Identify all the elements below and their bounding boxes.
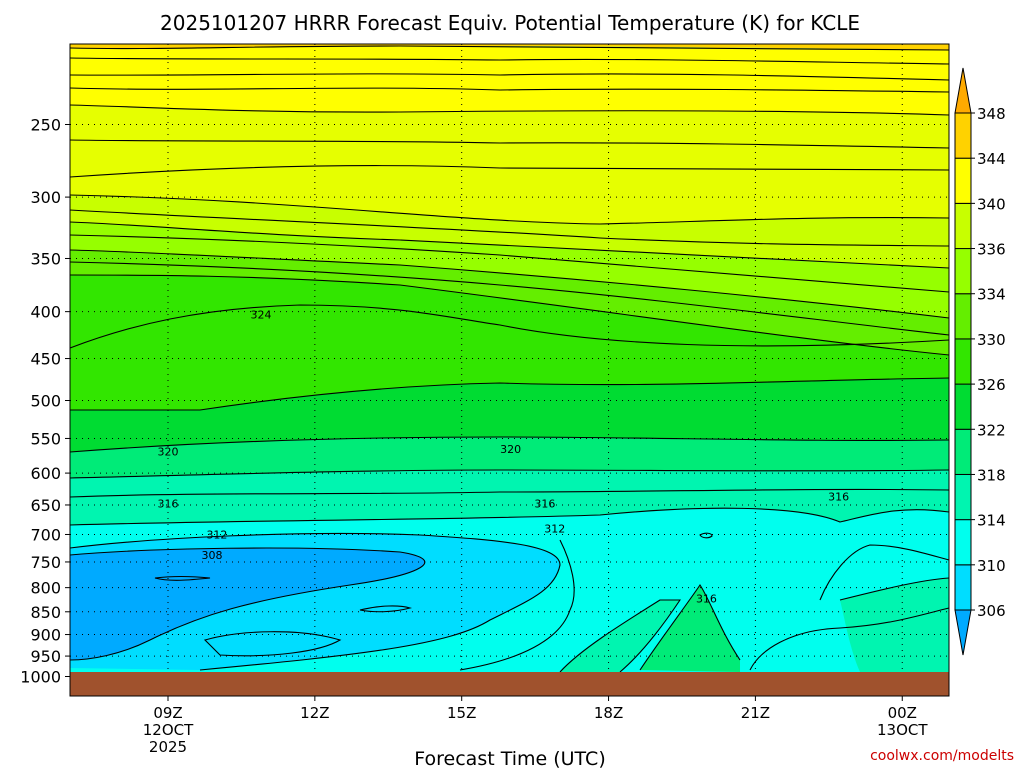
horizontal-gridlines [70, 124, 949, 677]
x-tick-label: 13OCT [877, 721, 928, 739]
chart-title: 2025101207 HRRR Forecast Equiv. Potentia… [160, 11, 860, 35]
contour-labels: 324 320 320 316 316 316 312 312 308 316 [158, 309, 850, 606]
colorbar-label: 314 [977, 512, 1006, 530]
colorbar-label: 306 [977, 602, 1006, 620]
x-tick-label: 2025 [149, 738, 187, 756]
colorbar-label: 340 [977, 195, 1006, 213]
band-316-320 [70, 470, 949, 525]
colorbar-label: 344 [977, 150, 1006, 168]
colorbar-swatch [954, 564, 972, 611]
x-tick-label: 15Z [447, 704, 476, 722]
band-near-surface-high-2 [560, 600, 680, 672]
band-334-336 [70, 195, 949, 268]
contour-label: 320 [158, 445, 179, 458]
contour-label: 316 [158, 498, 179, 511]
plot-area: 324 320 320 316 316 316 312 312 308 316 [69, 43, 950, 697]
colorbar: 306 310 314 318 322 326 330 334 336 340 344 348 [954, 67, 1006, 656]
band-336-340 [70, 105, 949, 224]
band-320-322 [70, 437, 949, 478]
y-tick-label: 950 [30, 647, 61, 666]
band-322-324 [70, 378, 949, 452]
y-tick-label: 1000 [20, 668, 61, 687]
y-tick-label: 500 [30, 392, 61, 411]
band-340-344 [70, 46, 949, 115]
y-tick-label: 450 [30, 350, 61, 369]
y-tick-label: 750 [30, 553, 61, 572]
colorbar-swatch [954, 157, 972, 204]
plot-frame [69, 43, 950, 697]
ground-strip [70, 672, 949, 696]
contour-label: 316 [696, 592, 717, 605]
y-axis: 250 300 350 400 450 500 550 600 650 700 750 800 850 9… [20, 116, 70, 687]
contour-label: 312 [544, 523, 565, 536]
band-326-330 [70, 250, 949, 355]
colorbar-label: 326 [977, 376, 1006, 394]
colorbar-label: 334 [977, 286, 1006, 304]
colorbar-swatch [954, 67, 972, 114]
y-tick-label: 800 [30, 579, 61, 598]
band-near-surface-low [205, 631, 340, 656]
y-tick-label: 250 [30, 116, 61, 135]
colorbar-label: 336 [977, 241, 1006, 259]
contour-label: 308 [202, 549, 223, 562]
colorbar-swatch [954, 248, 972, 295]
colorbar-label: 348 [977, 105, 1006, 123]
y-tick-label: 900 [30, 626, 61, 645]
contour-label: 312 [206, 528, 227, 541]
band-344-348 [70, 44, 949, 50]
colorbar-swatch [954, 428, 972, 475]
y-tick-label: 550 [30, 429, 61, 448]
y-tick-label: 650 [30, 496, 61, 515]
contour-label: 316 [828, 490, 849, 503]
colorbar-label: 322 [977, 421, 1006, 439]
colorbar-label: 310 [977, 557, 1006, 575]
band-near-surface-high-3 [840, 578, 949, 672]
band-near-surface-high [640, 585, 740, 672]
y-tick-label: 300 [30, 188, 61, 207]
band-324-326 [70, 275, 949, 410]
colorbar-swatch [954, 609, 972, 656]
colorbar-swatch [954, 383, 972, 430]
contour-label: 316 [534, 498, 555, 511]
contour-label: 320 [500, 443, 521, 456]
x-tick-label: 00Z [888, 704, 917, 722]
colorbar-swatch [954, 338, 972, 385]
x-axis-title: Forecast Time (UTC) [414, 748, 605, 768]
colorbar-swatch [954, 473, 972, 521]
x-tick-label: 12OCT [143, 721, 194, 739]
x-tick-label: 18Z [594, 704, 623, 722]
contour-label: 324 [251, 309, 272, 322]
colorbar-swatch [954, 112, 972, 159]
y-tick-label: 600 [30, 464, 61, 483]
contour-lines [69, 45, 950, 673]
watermark: coolwx.com/modelts [870, 748, 1014, 764]
colorbar-swatch [954, 519, 972, 566]
y-tick-label: 400 [30, 303, 61, 322]
colorbar-label: 330 [977, 331, 1006, 349]
colorbar-swatch [954, 293, 972, 340]
x-tick-label: 09Z [153, 704, 182, 722]
colorbar-label: 318 [977, 466, 1006, 484]
colorbar-swatch [954, 202, 972, 250]
band-330-334 [70, 222, 949, 318]
x-tick-label: 12Z [300, 704, 329, 722]
y-tick-label: 700 [30, 525, 61, 544]
x-tick-label: 21Z [741, 704, 770, 722]
y-tick-label: 350 [30, 249, 61, 268]
y-tick-label: 850 [30, 603, 61, 622]
